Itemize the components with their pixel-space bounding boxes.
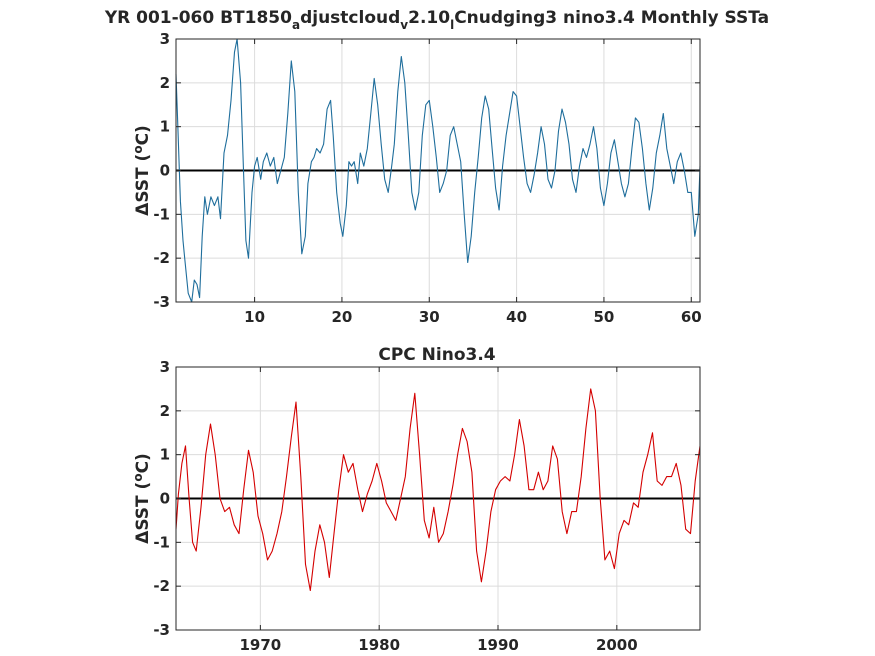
bottom-chart-y-tick-label: 3 [160, 358, 170, 376]
bottom-chart-y-tick-label: 1 [160, 446, 170, 464]
top-chart-title-part-0: YR 001-060 BT1850 [104, 8, 292, 28]
bottom-chart-x-tick-label: 1980 [358, 636, 400, 654]
bottom-chart-y-tick-label: -1 [153, 533, 170, 551]
top-chart-x-tick-label: 50 [593, 308, 614, 326]
top-chart-y-axis-label: ΔSST (oC) [131, 125, 153, 216]
top-chart-y-tick-label: 1 [160, 118, 170, 136]
top-chart-y-axis-label-end: C) [133, 125, 153, 145]
bottom-chart-y-tick-label: 2 [160, 402, 170, 420]
bottom-chart-ticks: 1970 1980 1990 2000 -3 -2 -1 0 1 2 3 [153, 358, 700, 654]
top-chart-y-axis-label-sup: o [131, 145, 145, 153]
top-chart-title-part-3: v [400, 18, 408, 32]
top-chart-title-part-6: Cnudging3 nino3.4 Monthly SSTa [454, 8, 769, 28]
bottom-chart-y-axis-label-end: C) [133, 453, 153, 473]
bottom-chart-x-tick-label: 1970 [239, 636, 281, 654]
top-chart-x-tick-label: 20 [331, 308, 352, 326]
top-chart-series-line [175, 38, 701, 303]
bottom-chart-y-tick-label: 0 [160, 490, 170, 508]
top-chart-title-part-1: a [292, 18, 300, 32]
top-chart-y-tick-label: 0 [160, 162, 170, 180]
bottom-chart-x-tick-label: 2000 [596, 636, 638, 654]
bottom-chart-y-axis-label: ΔSST (oC) [131, 453, 153, 544]
top-chart-y-tick-label: 2 [160, 74, 170, 92]
top-chart-x-tick-label: 60 [681, 308, 702, 326]
bottom-chart-title: CPC Nino3.4 [378, 345, 495, 365]
top-chart-y-axis-label-main: ΔSST ( [133, 154, 153, 216]
bottom-chart-y-tick-label: -2 [153, 577, 170, 595]
top-chart-y-tick-label: 3 [160, 30, 170, 48]
top-chart-panel: YR 001-060 BT1850adjustcloudv2.10lCnudgi… [104, 8, 769, 326]
top-chart-y-tick-label: -1 [153, 205, 170, 223]
top-chart-x-tick-label: 40 [506, 308, 527, 326]
bottom-chart-panel: CPC Nino3.4 1970 1980 1990 2000 -3 -2 -1 0 1 2 3 Δ… [131, 345, 701, 654]
top-chart-title-part-5: l [450, 18, 454, 32]
top-chart-y-tick-label: -2 [153, 249, 170, 267]
top-chart-title-part-2: djustcloud [300, 8, 400, 28]
bottom-chart-y-axis-label-main: ΔSST ( [133, 482, 153, 544]
top-chart-title: YR 001-060 BT1850adjustcloudv2.10lCnudgi… [104, 8, 769, 32]
top-chart-ticks: 10 20 30 40 50 60 -3 -2 -1 0 1 2 3 [153, 30, 701, 326]
bottom-chart-y-tick-label: -3 [153, 621, 170, 639]
top-chart-x-tick-label: 10 [244, 308, 265, 326]
bottom-chart-y-axis-label-sup: o [131, 473, 145, 481]
bottom-chart-series-line [175, 388, 701, 592]
top-chart-title-part-4: 2.10 [408, 8, 450, 28]
top-chart-y-tick-label: -3 [153, 293, 170, 311]
bottom-chart-x-tick-label: 1990 [477, 636, 519, 654]
top-chart-x-tick-label: 30 [419, 308, 440, 326]
